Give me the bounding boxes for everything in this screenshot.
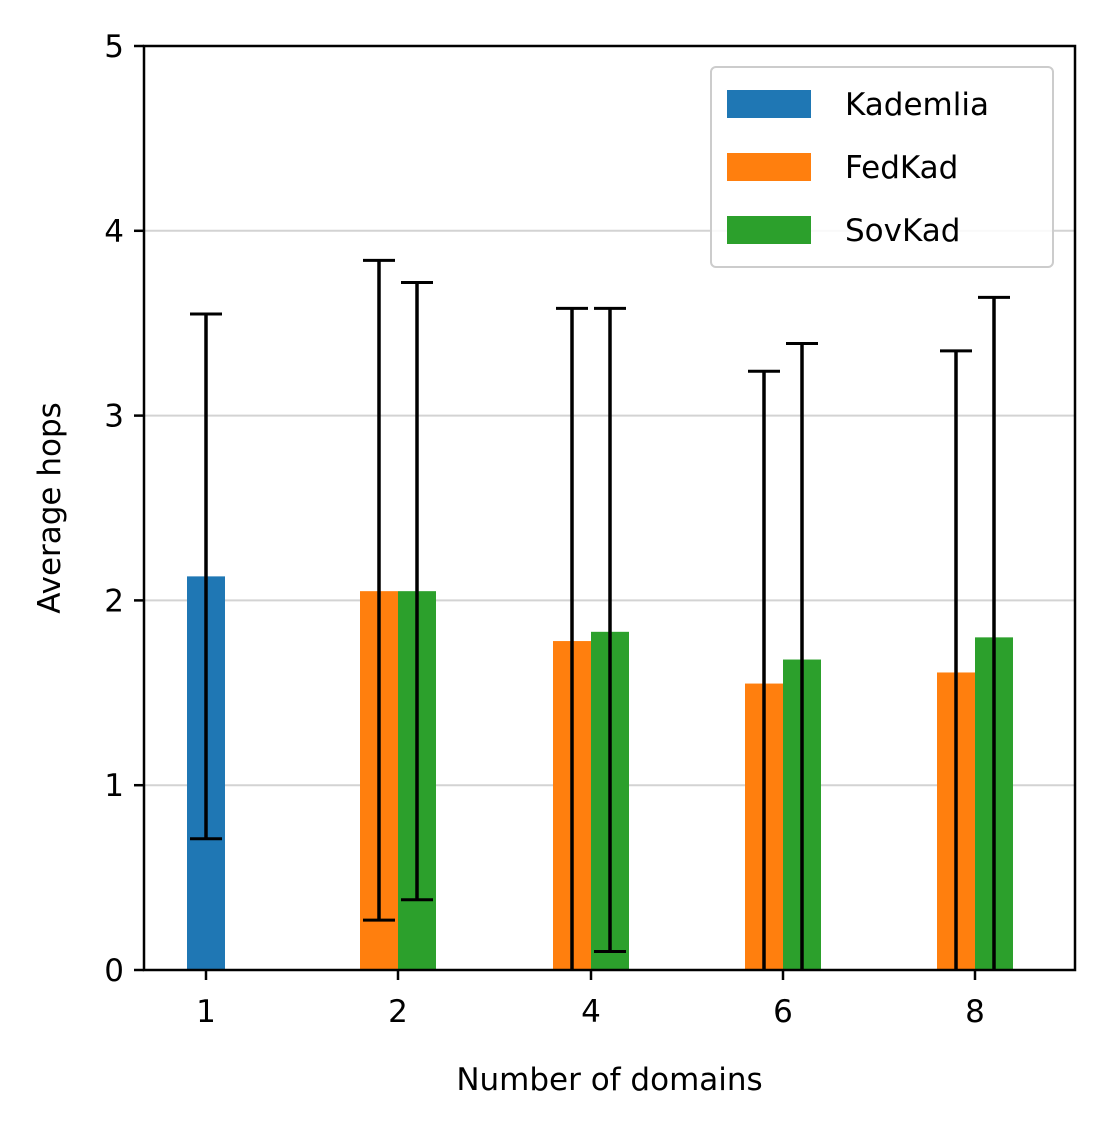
legend-label-kademlia: Kademlia bbox=[845, 87, 989, 123]
legend: Kademlia FedKad SovKad bbox=[710, 66, 1054, 268]
legend-swatch-sovkad bbox=[727, 216, 811, 244]
x-tick-label: 2 bbox=[388, 994, 408, 1030]
x-tick-label: 1 bbox=[196, 994, 216, 1030]
legend-swatch-kademlia bbox=[727, 90, 811, 118]
y-tick-label: 1 bbox=[104, 768, 124, 804]
y-tick-label: 4 bbox=[104, 214, 124, 250]
x-axis-label: Number of domains bbox=[456, 1062, 762, 1098]
bars bbox=[187, 576, 1013, 970]
legend-label-fedkad: FedKad bbox=[845, 150, 958, 186]
error-bars bbox=[190, 258, 1010, 970]
y-tick-label: 5 bbox=[104, 29, 124, 65]
y-tick-label: 2 bbox=[104, 583, 124, 619]
y-tick-label: 3 bbox=[104, 399, 124, 435]
y-tick-label: 0 bbox=[104, 953, 124, 989]
y-axis-label: Average hops bbox=[32, 402, 68, 614]
legend-label-sovkad: SovKad bbox=[845, 213, 960, 249]
x-tick-label: 8 bbox=[965, 994, 985, 1030]
plot-frame bbox=[142, 44, 1077, 972]
x-tick-label: 6 bbox=[773, 994, 793, 1030]
legend-swatch-fedkad bbox=[727, 153, 811, 181]
axis-ticks: 0 1 2 3 4 5 1 2 4 6 8 bbox=[104, 29, 985, 1030]
x-tick-label: 4 bbox=[581, 994, 601, 1030]
